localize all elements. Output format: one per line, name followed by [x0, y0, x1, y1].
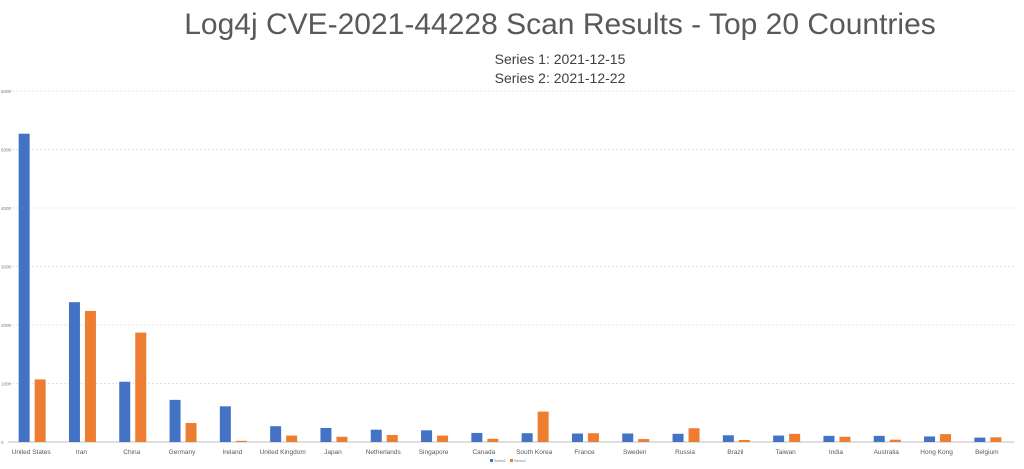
bar-1-iran	[68, 302, 80, 442]
bar-1-india	[823, 435, 835, 442]
x-tick-label: Sweden	[623, 449, 647, 456]
x-tick-label: China	[123, 449, 140, 456]
bar-1-canada	[471, 432, 483, 442]
bar-1-germany	[169, 399, 181, 442]
y-tick-label: 0	[1, 440, 4, 445]
bar-2-united-states	[34, 379, 46, 442]
y-tick-label: 3000	[1, 265, 12, 270]
bar-2-sweden	[638, 439, 650, 442]
y-tick-label: 6000	[1, 89, 12, 94]
bar-2-singapore	[437, 435, 449, 442]
bar-1-belgium	[974, 437, 986, 442]
x-tick-label: United Kingdom	[260, 449, 306, 456]
x-axis: United States Iran China Germany Ireland Unit…	[12, 449, 999, 456]
bar-1-australia	[873, 435, 885, 442]
bar-2-iran	[84, 310, 96, 442]
legend-label: Series1	[494, 459, 506, 463]
bar-2-belgium	[990, 437, 1002, 442]
bar-1-hong-kong	[924, 436, 936, 442]
y-tick-label: 2000	[1, 323, 12, 328]
bar-1-ireland	[219, 406, 231, 442]
gridlines	[8, 90, 1014, 443]
legend: Series1 Series2	[490, 459, 526, 463]
x-tick-label: Iran	[76, 449, 88, 456]
x-tick-label: Canada	[472, 449, 495, 456]
bar-1-netherlands	[370, 429, 382, 442]
bar-1-south-korea	[521, 433, 533, 442]
y-axis: 6000 5000 4000 3000 2000 1000 0	[1, 89, 12, 445]
bar-2-south-korea	[537, 411, 549, 442]
bar-2-russia	[688, 428, 700, 442]
legend-swatch	[510, 459, 513, 462]
x-tick-label: France	[574, 449, 595, 456]
bar-1-singapore	[421, 430, 433, 442]
bar-2-germany	[185, 422, 197, 442]
bar-1-china	[119, 381, 131, 442]
bar-1-united-kingdom	[270, 426, 282, 442]
bar-1-japan	[320, 427, 332, 442]
x-tick-label: Ireland	[222, 449, 242, 456]
chart-subtitle-series-1: Series 1: 2021-12-15	[494, 51, 626, 67]
x-tick-label: Belgium	[975, 449, 998, 456]
legend-label: Series2	[514, 459, 526, 463]
x-tick-label: Hong Kong	[920, 449, 953, 456]
x-tick-label: Netherlands	[366, 449, 402, 456]
legend-swatch	[490, 459, 493, 462]
x-tick-label: Brazil	[727, 449, 744, 456]
bar-1-sweden	[622, 433, 634, 442]
bar-2-canada	[487, 438, 499, 442]
x-tick-label: United States	[12, 449, 52, 456]
bar-1-brazil	[722, 435, 734, 442]
x-tick-label: Russia	[675, 449, 695, 456]
bars	[18, 133, 1002, 442]
x-tick-label: Japan	[324, 449, 342, 456]
bar-2-india	[839, 436, 851, 442]
bar-2-hong-kong	[940, 434, 952, 442]
bar-2-netherlands	[386, 434, 398, 442]
bar-2-united-kingdom	[286, 435, 298, 442]
bar-1-taiwan	[773, 435, 785, 442]
y-tick-label: 1000	[1, 382, 12, 387]
bar-2-france	[587, 433, 599, 442]
bar-1-france	[571, 433, 583, 442]
x-tick-label: South Korea	[516, 449, 553, 456]
x-tick-label: Taiwan	[776, 449, 797, 456]
x-tick-label: Germany	[169, 449, 196, 456]
bar-2-china	[135, 332, 147, 442]
bar-2-ireland	[235, 440, 247, 442]
bar-1-russia	[672, 433, 684, 442]
x-tick-label: Australia	[874, 449, 900, 456]
x-tick-label: Singapore	[419, 449, 449, 456]
bar-2-brazil	[738, 439, 750, 442]
y-tick-label: 4000	[1, 206, 12, 211]
x-tick-label: India	[829, 449, 843, 456]
bar-1-united-states	[18, 133, 30, 442]
bar-2-taiwan	[789, 433, 801, 442]
bar-2-japan	[336, 436, 348, 442]
bar-2-australia	[889, 439, 901, 442]
chart-subtitle-series-2: Series 2: 2021-12-22	[494, 70, 626, 86]
chart-title: Log4j CVE-2021-44228 Scan Results - Top …	[184, 8, 936, 41]
y-tick-label: 5000	[1, 148, 12, 153]
